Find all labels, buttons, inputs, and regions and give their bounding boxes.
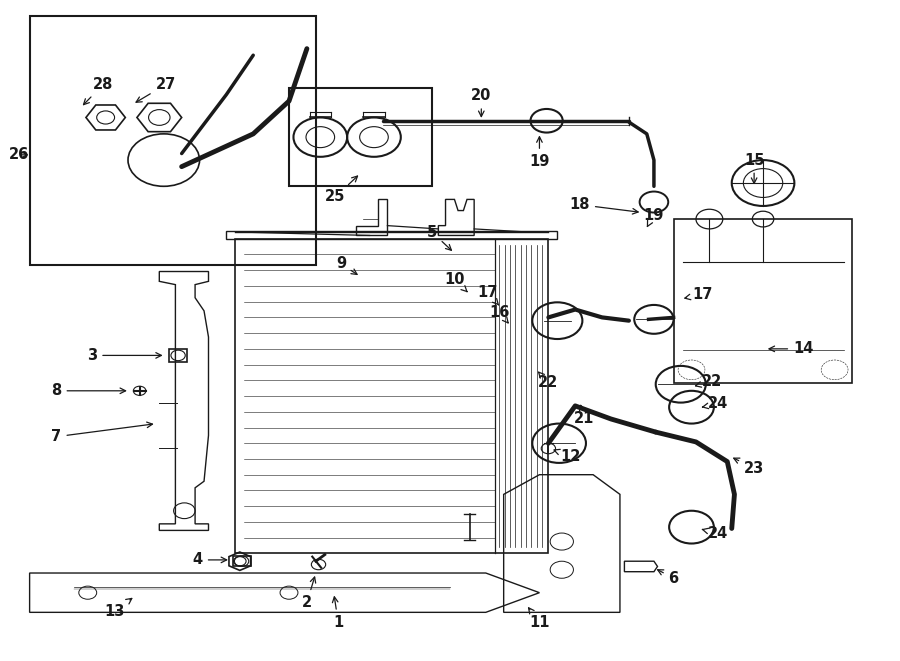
Text: 7: 7 <box>51 422 152 444</box>
Text: 25: 25 <box>325 176 357 204</box>
Text: 22: 22 <box>696 374 722 389</box>
Text: 15: 15 <box>744 153 764 184</box>
Text: 20: 20 <box>471 89 491 116</box>
Text: 16: 16 <box>489 305 509 323</box>
Text: 8: 8 <box>51 383 126 399</box>
Text: 17: 17 <box>477 285 499 305</box>
Text: 28: 28 <box>84 77 113 104</box>
Text: 17: 17 <box>685 287 713 302</box>
Text: 1: 1 <box>332 597 343 630</box>
Text: 14: 14 <box>769 341 814 356</box>
Text: 13: 13 <box>104 598 131 619</box>
Text: 27: 27 <box>136 77 176 102</box>
Text: 22: 22 <box>538 372 559 391</box>
Text: 23: 23 <box>734 458 764 476</box>
Text: 19: 19 <box>529 137 550 169</box>
Text: 3: 3 <box>87 348 161 363</box>
Text: 9: 9 <box>336 256 357 274</box>
Text: 5: 5 <box>427 225 452 251</box>
Text: 12: 12 <box>554 449 580 464</box>
Text: 6: 6 <box>658 570 679 586</box>
Text: 2: 2 <box>302 577 316 610</box>
Text: 26: 26 <box>9 147 29 163</box>
Text: 21: 21 <box>574 405 594 426</box>
Text: 11: 11 <box>528 608 550 630</box>
Text: 24: 24 <box>702 397 728 411</box>
Text: 10: 10 <box>445 272 467 292</box>
Text: 24: 24 <box>702 526 728 541</box>
Text: 18: 18 <box>570 197 638 214</box>
Text: 4: 4 <box>193 553 227 567</box>
Text: 19: 19 <box>643 208 663 227</box>
